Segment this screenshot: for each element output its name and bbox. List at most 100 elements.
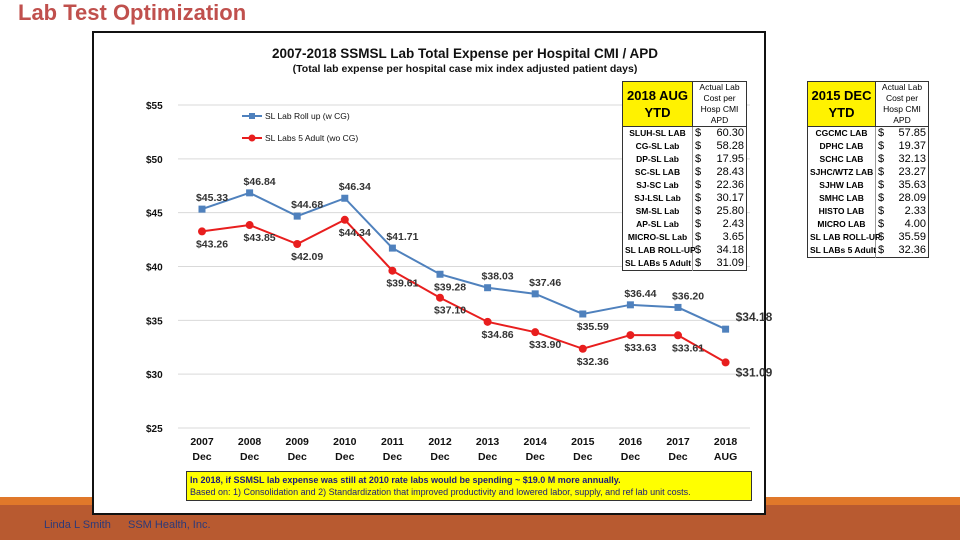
data-label: $43.85	[244, 232, 276, 244]
lab-name: DP-SL Lab	[622, 153, 693, 166]
cost-value: 19.37	[898, 140, 927, 152]
legend-label: SL Lab Roll up (w CG)	[265, 111, 350, 121]
data-label: $35.59	[577, 321, 609, 333]
lab-name: SJHC/WTZ LAB	[807, 166, 876, 179]
table-row: SM-SL Lab $25.80	[622, 205, 747, 218]
table-row: SL LABs 5 Adult $32.36	[807, 244, 929, 258]
data-label: $36.44	[624, 288, 656, 300]
data-point	[579, 310, 587, 318]
y-tick-label: $25	[146, 424, 163, 435]
data-label: $44.68	[291, 199, 323, 211]
x-tick-label: 2017	[666, 436, 690, 448]
lab-name: CG-SL Lab	[622, 140, 693, 153]
currency-sign: $	[695, 231, 702, 243]
legend-marker	[249, 113, 255, 119]
x-tick-label: 2014	[524, 436, 548, 448]
x-tick-label: Dec	[621, 451, 640, 463]
x-tick-label: Dec	[240, 451, 259, 463]
lab-name: MICRO-SL Lab	[622, 231, 693, 244]
data-point	[674, 303, 682, 311]
x-tick-label: 2012	[428, 436, 452, 448]
table-row: SL LAB ROLL-UP $35.59	[807, 231, 929, 244]
x-tick-label: 2007	[190, 436, 214, 448]
legend-label: SL Labs 5 Adult (wo CG)	[265, 133, 358, 143]
data-label: $38.03	[482, 271, 514, 283]
lab-name: SM-SL Lab	[622, 205, 693, 218]
currency-sign: $	[878, 153, 885, 165]
cost-value: 34.18	[716, 244, 745, 256]
cost-value: 28.09	[898, 192, 927, 204]
data-label: $43.26	[196, 238, 228, 250]
cost-value: 2.43	[722, 218, 745, 230]
cost-value: 3.65	[722, 231, 745, 243]
table-row: SJ-LSL Lab $30.17	[622, 192, 747, 205]
data-point	[626, 331, 635, 340]
table-row: MICRO LAB $4.00	[807, 218, 929, 231]
cost-value: 25.80	[716, 205, 745, 217]
y-tick-label: $35	[146, 316, 163, 327]
currency-sign: $	[878, 192, 885, 204]
x-tick-label: Dec	[573, 451, 592, 463]
data-label: $37.10	[434, 305, 466, 317]
data-point	[436, 293, 444, 302]
table-row: SL LAB ROLL-UP $34.18	[622, 244, 747, 257]
lab-name: MICRO LAB	[807, 218, 876, 231]
data-label: $42.09	[291, 251, 323, 263]
table-2015-dec: 2015 DEC YTD Actual Lab Cost per Hosp CMI…	[807, 81, 930, 258]
table-row: CGCMC LAB $57.85	[807, 126, 929, 140]
currency-sign: $	[878, 140, 885, 152]
cost-value: 58.28	[716, 140, 745, 152]
table-column-header: Actual Lab Cost per Hosp CMI APD	[692, 81, 747, 127]
table-row: AP-SL Lab $2.43	[622, 218, 747, 231]
lab-name: SMHC LAB	[807, 192, 876, 205]
data-point	[198, 227, 206, 236]
currency-sign: $	[878, 231, 885, 243]
currency-sign: $	[695, 166, 702, 178]
footer-org: SSM Health, Inc.	[128, 519, 211, 531]
data-point	[484, 284, 492, 292]
data-point	[531, 290, 539, 298]
data-label: $36.20	[672, 290, 704, 302]
table-header: 2015 DEC YTD	[807, 81, 876, 127]
table-header: 2018 AUG YTD	[622, 81, 693, 127]
cost-value: 32.36	[898, 244, 927, 256]
lab-name: SL LAB ROLL-UP	[622, 244, 696, 257]
data-label: $33.63	[624, 342, 656, 354]
data-label: $45.33	[196, 192, 228, 204]
data-point	[293, 212, 301, 220]
x-tick-label: 2015	[571, 436, 595, 448]
lab-name: SC-SL LAB	[622, 166, 693, 179]
table-row: SL LABs 5 Adult $31.09	[622, 257, 747, 271]
slide-title: Lab Test Optimization	[18, 0, 247, 25]
cost-value: 35.63	[898, 179, 927, 191]
data-point	[626, 301, 634, 309]
footer-author: Linda L Smith	[44, 519, 111, 531]
table-row: HISTO LAB $2.33	[807, 205, 929, 218]
chart-title: 2007-2018 SSMSL Lab Total Expense per Ho…	[272, 46, 658, 61]
data-label: $39.61	[386, 278, 418, 290]
x-tick-label: Dec	[288, 451, 307, 463]
data-label: $46.34	[339, 181, 371, 193]
note-line-1: In 2018, if SSMSL lab expense was still …	[190, 475, 621, 485]
cost-value: 30.17	[716, 192, 745, 204]
x-tick-label: Dec	[335, 451, 354, 463]
x-tick-label: 2016	[619, 436, 643, 448]
lab-name: SCHC LAB	[807, 153, 876, 166]
data-point	[388, 266, 397, 275]
cost-value: 57.85	[898, 127, 927, 139]
y-tick-label: $45	[146, 209, 163, 220]
currency-sign: $	[878, 166, 885, 178]
currency-sign: $	[695, 244, 702, 256]
table-row: MICRO-SL Lab $3.65	[622, 231, 747, 244]
lab-name: HISTO LAB	[807, 205, 876, 218]
cost-value: 4.00	[904, 218, 927, 230]
x-tick-label: Dec	[430, 451, 449, 463]
lab-name: AP-SL Lab	[622, 218, 693, 231]
table-row: SLUH-SL LAB $60.30	[622, 126, 747, 140]
data-label: $31.09	[736, 365, 773, 379]
legend-marker	[248, 134, 256, 142]
cost-value: 32.13	[898, 153, 927, 165]
lab-name: CGCMC LAB	[807, 126, 876, 140]
x-tick-label: 2008	[238, 436, 262, 448]
